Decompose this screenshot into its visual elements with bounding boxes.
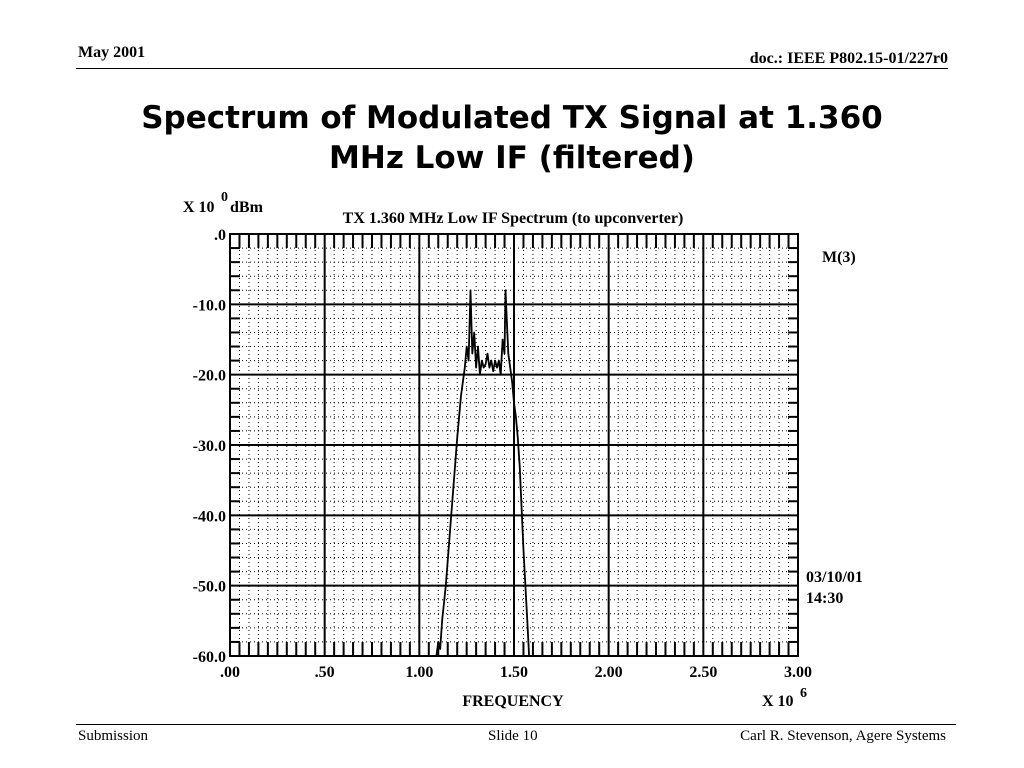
y-tick-label: -40.0 xyxy=(193,508,226,525)
y-axis-label: dBm xyxy=(230,199,264,216)
x-tick-label: 3.00 xyxy=(784,664,812,681)
y-tick-label: -10.0 xyxy=(193,297,226,314)
header-date: May 2001 xyxy=(78,44,146,61)
spectrum-trace xyxy=(435,289,530,657)
x-tick-label: 1.50 xyxy=(500,664,528,681)
slide-title-line-2: MHz Low IF (filtered) xyxy=(329,140,695,176)
header-rule xyxy=(76,68,948,69)
x-multiplier-exponent: 6 xyxy=(800,686,807,701)
y-multiplier-label: X 10 xyxy=(183,199,215,216)
timestamp-date: 03/10/01 xyxy=(806,569,863,586)
footer-rule xyxy=(76,724,956,725)
chart-title: TX 1.360 MHz Low IF Spectrum (to upconve… xyxy=(343,210,684,227)
plot-frame xyxy=(229,233,799,657)
y-tick-label: -60.0 xyxy=(193,649,226,666)
y-tick-label: -20.0 xyxy=(193,368,226,385)
slide-title: Spectrum of Modulated TX Signal at 1.360… xyxy=(60,98,964,178)
timestamp-time: 14:30 xyxy=(806,590,843,607)
x-tick-label: 2.50 xyxy=(689,664,717,681)
footer-author: Carl R. Stevenson, Agere Systems xyxy=(740,728,946,744)
x-axis-label: FREQUENCY xyxy=(462,693,564,710)
x-multiplier-label: X 10 xyxy=(762,693,794,710)
y-multiplier-exponent: 0 xyxy=(221,190,228,205)
y-tick-label: -50.0 xyxy=(193,579,226,596)
header-doc-id: doc.: IEEE P802.15-01/227r0 xyxy=(749,50,948,67)
footer-slide-number: Slide 10 xyxy=(488,728,538,744)
slide-title-line-1: Spectrum of Modulated TX Signal at 1.360 xyxy=(141,100,883,136)
x-tick-label: 1.00 xyxy=(405,664,433,681)
x-tick-label: 2.00 xyxy=(595,664,623,681)
x-tick-label: .00 xyxy=(220,664,240,681)
x-tick-label: .50 xyxy=(315,664,335,681)
y-tick-label: .0 xyxy=(214,227,226,244)
marker-label: M(3) xyxy=(822,249,856,266)
y-tick-label: -30.0 xyxy=(193,438,226,455)
footer-submission: Submission xyxy=(78,728,149,744)
